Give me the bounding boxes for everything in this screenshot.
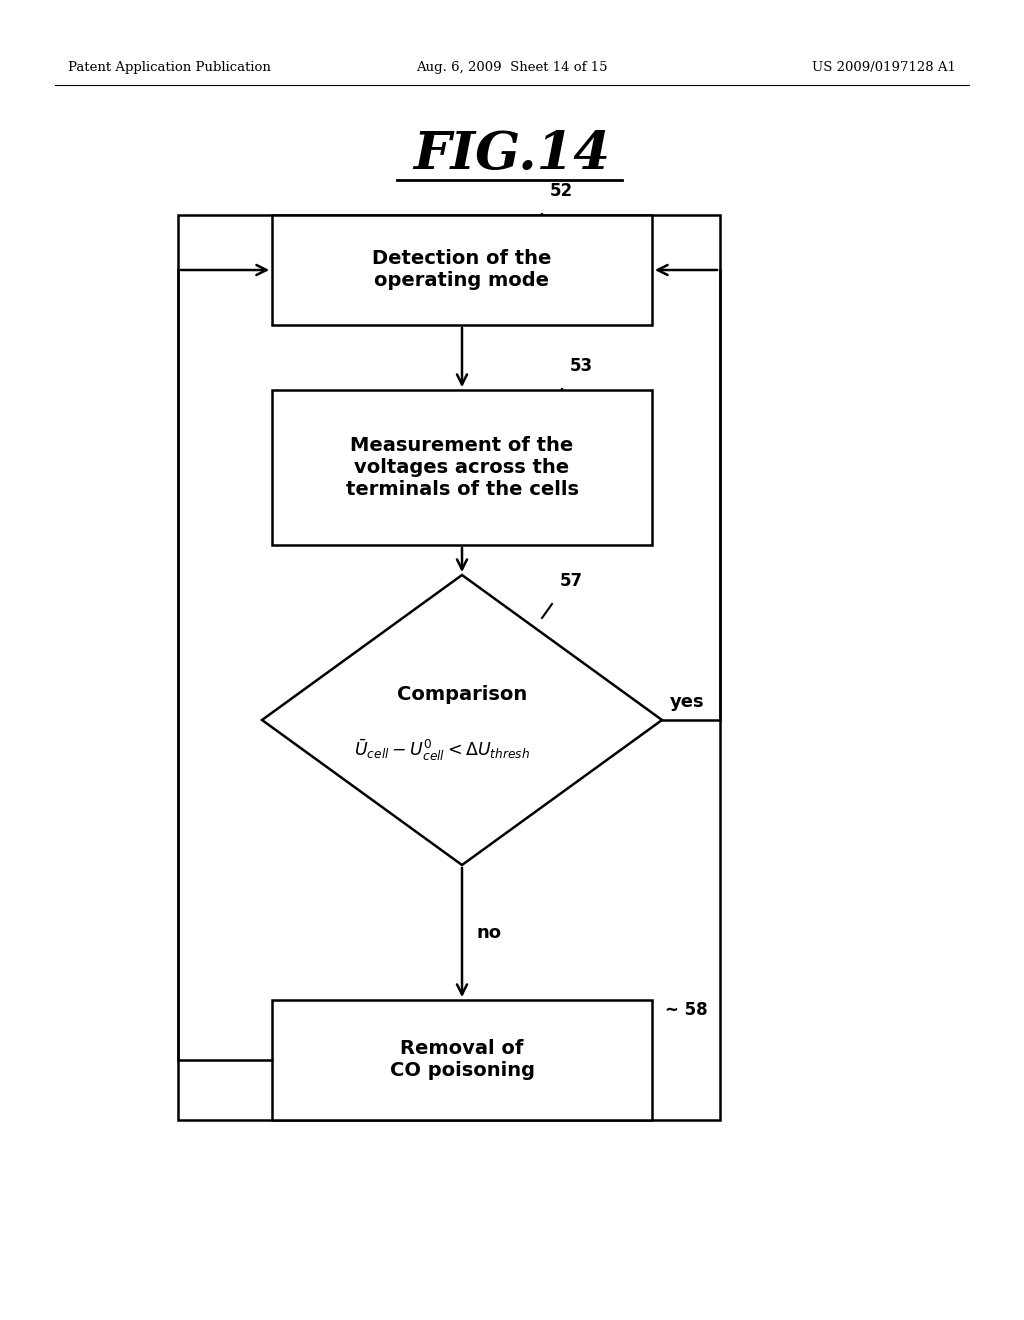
Text: Detection of the
operating mode: Detection of the operating mode <box>373 249 552 290</box>
Text: ~ 58: ~ 58 <box>665 1001 708 1019</box>
Text: 52: 52 <box>550 182 573 201</box>
Text: Aug. 6, 2009  Sheet 14 of 15: Aug. 6, 2009 Sheet 14 of 15 <box>416 62 608 74</box>
Text: $\bar{U}_{cell} - U^0_{cell} < \Delta U_{thresh}$: $\bar{U}_{cell} - U^0_{cell} < \Delta U_… <box>354 738 530 763</box>
Text: US 2009/0197128 A1: US 2009/0197128 A1 <box>812 62 956 74</box>
Bar <box>272 389 652 545</box>
Text: Removal of
CO poisoning: Removal of CO poisoning <box>389 1040 535 1081</box>
Text: Comparison: Comparison <box>397 685 527 705</box>
Bar <box>178 215 720 1119</box>
Bar <box>272 1001 652 1119</box>
Text: yes: yes <box>670 693 705 711</box>
Text: no: no <box>477 924 502 941</box>
Polygon shape <box>262 576 662 865</box>
Bar <box>272 215 652 325</box>
Text: 57: 57 <box>560 572 583 590</box>
Text: 53: 53 <box>570 356 593 375</box>
Text: FIG.14: FIG.14 <box>414 129 610 181</box>
Text: Patent Application Publication: Patent Application Publication <box>68 62 271 74</box>
Text: Measurement of the
voltages across the
terminals of the cells: Measurement of the voltages across the t… <box>345 436 579 499</box>
